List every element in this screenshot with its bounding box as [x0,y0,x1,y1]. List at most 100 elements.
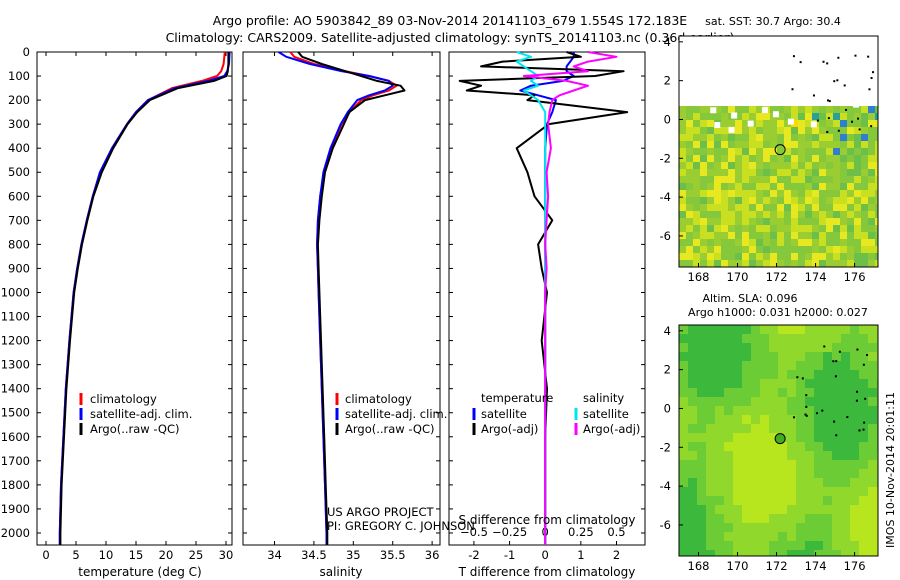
heatmap-cell [861,260,868,267]
heatmap-cell [861,106,868,113]
heatmap-cell [679,85,686,92]
heatmap-cell [840,232,847,239]
heatmap-cell [760,388,769,397]
heatmap-cell [760,370,769,379]
heatmap-cell [805,361,814,370]
heatmap-cell [875,155,878,162]
heatmap-cell [798,99,805,106]
heatmap-cell [721,169,728,176]
island [801,377,804,380]
heatmap-cell [868,442,877,451]
heatmap-cell [733,388,742,397]
heatmap-cell [861,99,868,106]
heatmap-cell [812,141,819,148]
heatmap-cell [715,397,724,406]
heatmap-cell [798,92,805,99]
heatmap-cell [832,451,841,460]
heatmap-cell [861,36,868,43]
s-tick-label: −0.5 [460,525,488,539]
heatmap-cell [819,141,826,148]
heatmap-cell [742,478,751,487]
heatmap-cell [749,253,756,260]
heatmap-cell [850,442,859,451]
heatmap-cell [756,260,763,267]
island [863,421,866,424]
heatmap-cell [714,71,721,78]
heatmap-cell [733,406,742,415]
heatmap-cell [868,113,875,120]
heatmap-cell [735,134,742,141]
heatmap-cell [728,211,735,218]
heatmap-cell [679,204,686,211]
island [855,399,858,402]
series-line-argo [59,52,230,545]
heatmap-cell [749,57,756,64]
heatmap-cell [679,406,688,415]
heatmap-cell [805,334,814,343]
difference-series [458,51,629,545]
heatmap-cell [823,478,832,487]
heatmap-cell [751,451,760,460]
heatmap-cell [840,148,847,155]
heatmap-cell [688,460,697,469]
heatmap-cell [854,211,861,218]
heatmap-cell [868,388,877,397]
heatmap-cell [742,239,749,246]
heatmap-cell [742,50,749,57]
heatmap-cell [749,85,756,92]
heatmap-cell [805,99,812,106]
heatmap-cell [714,43,721,50]
temperature-x-axis: 0 5 10 15 20 25 30 [42,52,233,562]
island [836,79,839,82]
heatmap-cell [850,469,859,478]
heatmap-cell [787,388,796,397]
heatmap-cell [823,415,832,424]
heatmap-cell [700,113,707,120]
heatmap-cell [697,424,706,433]
heatmap-cell [763,50,770,57]
heatmap-cell [854,183,861,190]
heatmap-cell [763,211,770,218]
heatmap-cell [847,92,854,99]
heatmap-cell [679,523,688,532]
heatmap-cell [763,57,770,64]
heatmap-cell [763,155,770,162]
heatmap-cell [763,85,770,92]
heatmap-cell [693,190,700,197]
heatmap-cell [721,71,728,78]
heatmap-cell [769,442,778,451]
heatmap-cell [714,176,721,183]
heatmap-cell [693,183,700,190]
heatmap-cell [715,478,724,487]
heatmap-cell [693,113,700,120]
heatmap-cell [756,78,763,85]
heatmap-cell [791,176,798,183]
heatmap-cell [688,388,697,397]
heatmap-cell [861,190,868,197]
heatmap-cell [697,352,706,361]
salinity-x-axis: 34 34.5 35 35.5 36 [243,51,440,562]
heatmap-cell [850,334,859,343]
pi-annotation: PI: GREGORY C. JOHNSON [327,519,475,533]
island [826,131,829,134]
y-tick-label: 2000 [1,526,30,540]
heatmap-cell [875,176,878,183]
heatmap-cell [778,370,787,379]
heatmap-cell [700,134,707,141]
heatmap-cell [714,64,721,71]
heatmap-cell [787,460,796,469]
heatmap-cell [769,370,778,379]
heatmap-cell [847,36,854,43]
heatmap-cell [868,379,877,388]
x-tick-label: 30 [219,548,234,562]
heatmap-cell [833,85,840,92]
heatmap-cell [769,514,778,523]
heatmap-cell [770,162,777,169]
heatmap-cell [770,204,777,211]
heatmap-cell [777,190,784,197]
heatmap-cell [751,550,760,556]
heatmap-cell [742,36,749,43]
heatmap-cell [777,134,784,141]
heatmap-cell [756,64,763,71]
heatmap-cell [763,218,770,225]
